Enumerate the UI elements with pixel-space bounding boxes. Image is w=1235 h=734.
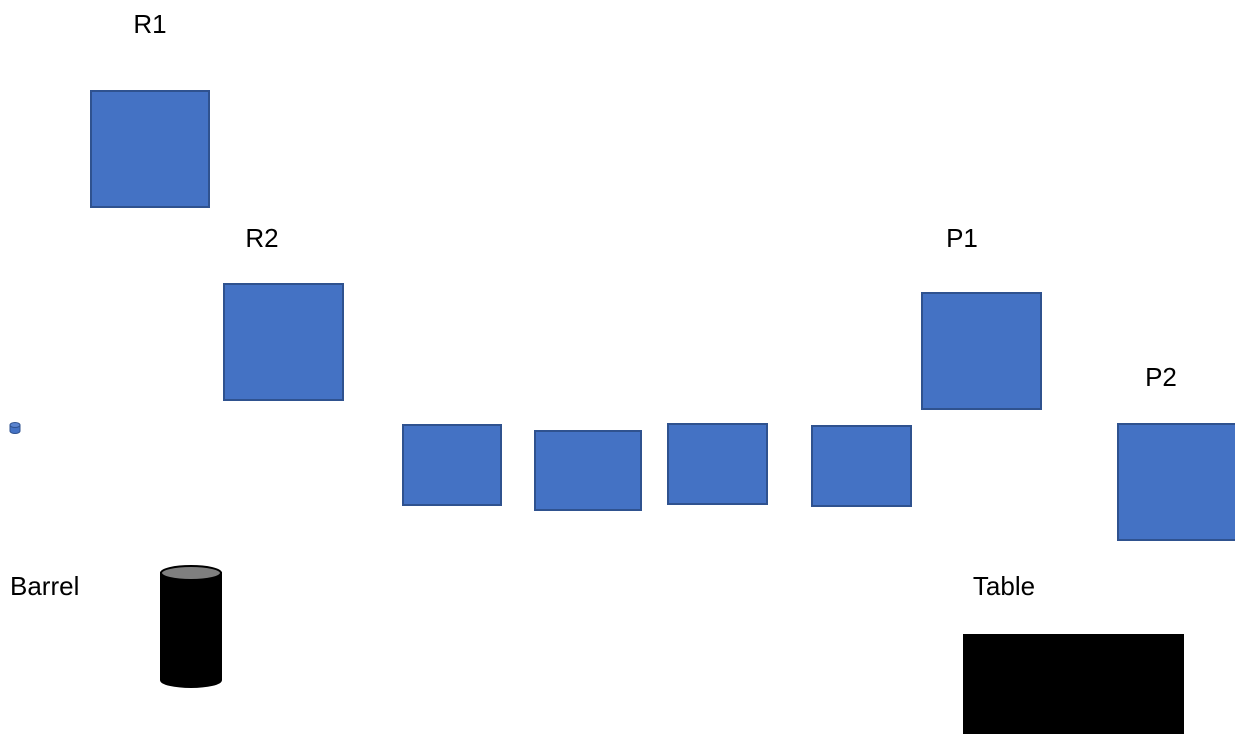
label-r2: R2 xyxy=(245,223,278,253)
label-r1: R1 xyxy=(133,9,166,39)
small-cylinder xyxy=(9,422,21,434)
label-barrel: Barrel xyxy=(10,571,79,601)
barrel xyxy=(160,565,222,688)
block xyxy=(811,425,912,507)
robot-r2 xyxy=(223,283,344,401)
robot-r1 xyxy=(90,90,210,208)
table xyxy=(963,634,1184,734)
block xyxy=(534,430,642,511)
block xyxy=(667,423,768,505)
label-p2: P2 xyxy=(1145,362,1177,392)
robot-p1 xyxy=(921,292,1042,410)
label-p1: P1 xyxy=(946,223,978,253)
robot-p2 xyxy=(1117,423,1235,541)
block xyxy=(402,424,502,506)
label-table: Table xyxy=(973,571,1035,601)
